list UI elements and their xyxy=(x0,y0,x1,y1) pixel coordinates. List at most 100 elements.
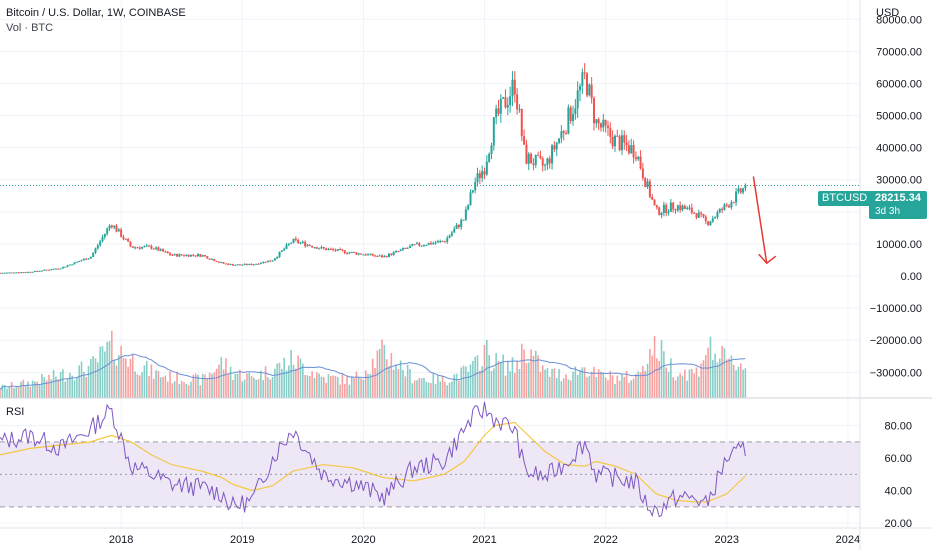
candle-body xyxy=(546,158,549,165)
volume-bar xyxy=(672,377,674,398)
candle-body xyxy=(71,264,74,266)
rsi-line xyxy=(0,401,746,518)
volume-bar xyxy=(69,372,71,398)
volume-bar xyxy=(495,352,497,398)
candle-body xyxy=(513,79,516,95)
candle-body xyxy=(597,119,600,124)
candle-body xyxy=(429,242,432,245)
candle-body xyxy=(693,212,696,214)
volume-bar xyxy=(555,378,558,398)
volume-bar xyxy=(297,355,299,398)
candle-body xyxy=(217,261,220,263)
volume-bar xyxy=(479,370,481,398)
volume-bar xyxy=(62,369,64,398)
candle-body xyxy=(22,272,25,274)
candle-body xyxy=(502,97,505,99)
rsi-tick-label: 20.00 xyxy=(884,518,912,530)
volume-bar xyxy=(208,372,211,398)
candle-body xyxy=(155,247,158,249)
candle-body xyxy=(709,221,712,226)
candle-body xyxy=(539,155,542,159)
volume-bar xyxy=(714,353,716,398)
candle-body xyxy=(702,213,705,217)
volume-bar xyxy=(281,368,283,398)
volume-bar xyxy=(59,371,62,398)
volume-bar xyxy=(453,374,456,398)
x-tick-label: 2018 xyxy=(109,534,133,546)
candle-body xyxy=(460,220,463,228)
volume-bar xyxy=(725,359,728,398)
candle-body xyxy=(474,182,477,191)
volume-bar xyxy=(113,359,115,398)
candle-body xyxy=(658,207,661,215)
volume-bar xyxy=(395,364,397,398)
volume-bar xyxy=(695,367,698,398)
volume-bar xyxy=(309,376,311,398)
candle-body xyxy=(334,249,337,251)
volume-bar xyxy=(490,370,493,398)
candle-body xyxy=(541,158,544,166)
candle-body xyxy=(639,156,642,169)
volume-bar xyxy=(20,381,22,398)
candle-body xyxy=(390,253,393,256)
candle-body xyxy=(110,225,113,228)
volume-bar xyxy=(677,376,679,398)
volume-bar xyxy=(630,380,633,398)
candle-body xyxy=(94,248,97,253)
volume-bar xyxy=(164,375,167,398)
candle-body xyxy=(248,263,251,265)
volume-bar xyxy=(481,366,483,398)
candle-body xyxy=(467,205,470,210)
candle-body xyxy=(5,272,8,274)
volume-bar xyxy=(246,373,248,398)
volume-bars xyxy=(0,330,747,398)
volume-bar xyxy=(527,362,530,398)
volume-bar xyxy=(288,365,290,398)
volume-bar xyxy=(329,376,332,398)
volume-bar xyxy=(55,376,57,398)
candle-body xyxy=(357,253,360,255)
volume-bar xyxy=(108,341,111,398)
volume-bar xyxy=(565,374,567,398)
volume-bar xyxy=(304,374,306,398)
volume-bar xyxy=(404,376,407,398)
candle-body xyxy=(117,229,120,232)
volume-bar xyxy=(460,367,463,398)
candle-body xyxy=(101,237,104,242)
volume-bar xyxy=(302,363,304,398)
volume-bar xyxy=(444,381,446,398)
volume-bar xyxy=(197,374,199,398)
candle-body xyxy=(420,245,423,247)
candle-body xyxy=(255,263,258,265)
volume-bar xyxy=(38,384,41,398)
candle-body xyxy=(273,258,276,261)
candle-body xyxy=(0,272,1,274)
candle-body xyxy=(408,246,411,248)
volume-bar xyxy=(688,369,691,398)
candle-body xyxy=(385,256,388,258)
candle-body xyxy=(388,253,391,257)
candle-body xyxy=(264,261,267,263)
candle-body xyxy=(648,181,651,197)
volume-bar xyxy=(57,379,60,398)
bar-countdown: 3d 3h xyxy=(875,206,901,217)
candle-body xyxy=(569,107,572,121)
volume-bar xyxy=(169,371,171,398)
candle-body xyxy=(576,90,579,109)
rsi-legend: RSI xyxy=(6,406,25,418)
volume-bar xyxy=(737,366,740,398)
candle-body xyxy=(339,249,342,251)
rsi-tick-label: 40.00 xyxy=(884,486,912,498)
candle-body xyxy=(348,252,351,254)
volume-bar xyxy=(686,380,688,398)
candle-body xyxy=(203,255,206,257)
candle-body xyxy=(280,250,283,252)
volume-bar xyxy=(213,372,216,398)
candle-body xyxy=(520,108,523,137)
candle-body xyxy=(455,224,458,229)
candle-body xyxy=(525,144,528,164)
candle-body xyxy=(523,136,526,145)
candle-body xyxy=(532,163,535,165)
volume-bar xyxy=(446,385,449,398)
candle-body xyxy=(704,216,707,222)
